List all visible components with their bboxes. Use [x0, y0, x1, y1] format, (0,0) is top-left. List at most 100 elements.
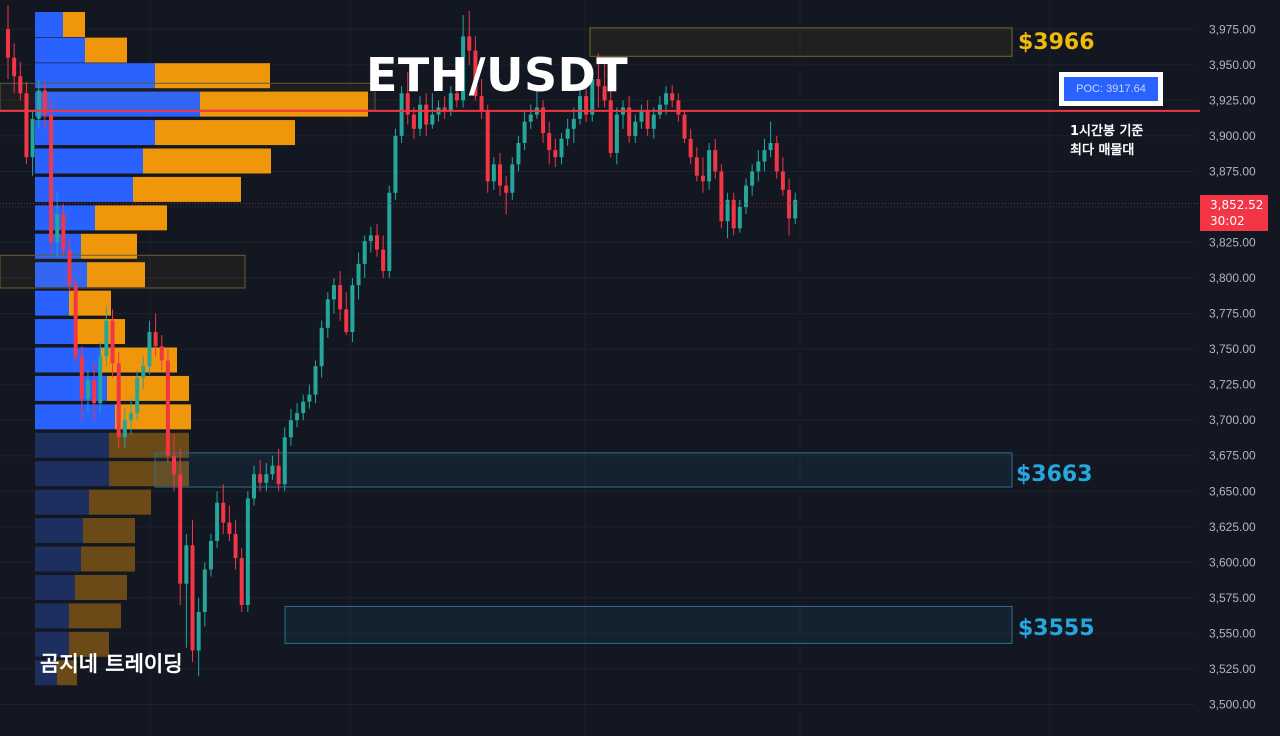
vp-buy-bar	[35, 518, 83, 544]
candle-body	[36, 90, 41, 119]
candle-body	[239, 558, 244, 605]
candle-body	[331, 285, 336, 300]
axis-tick-label: 3,825.00	[1209, 236, 1256, 250]
candle-body	[442, 107, 447, 111]
candle-body	[473, 50, 478, 97]
candle-body	[190, 545, 195, 651]
axis-tick-label: 3,500.00	[1209, 698, 1256, 712]
candle-body	[565, 128, 570, 139]
candle-body	[571, 118, 576, 129]
candle-body	[577, 96, 582, 119]
candle-body	[227, 522, 232, 534]
vp-sell-bar	[155, 63, 270, 89]
candle-body	[18, 76, 23, 94]
candle-body	[664, 93, 669, 105]
candle-body	[344, 309, 349, 333]
vp-buy-bar	[35, 489, 89, 515]
candle-body	[719, 171, 724, 222]
candle-body	[454, 93, 459, 101]
candle-body	[707, 150, 712, 182]
vp-buy-bar	[35, 546, 81, 572]
candle-body	[288, 420, 293, 438]
candle-body	[282, 437, 287, 485]
candle-body	[725, 199, 730, 222]
zone-box-left	[0, 254, 246, 289]
candle-body	[676, 100, 681, 115]
axis-tick-label: 3,725.00	[1209, 378, 1256, 392]
candle-body	[528, 114, 533, 122]
candle-body	[688, 138, 693, 158]
candle-body	[448, 93, 453, 111]
axis-tick-label: 3,625.00	[1209, 520, 1256, 534]
axis-tick-label: 3,900.00	[1209, 129, 1256, 143]
candle-body	[85, 380, 90, 399]
vp-sell-bar	[75, 574, 127, 600]
axis-tick-label: 3,975.00	[1209, 22, 1256, 36]
candle-body	[122, 420, 127, 438]
candle-body	[368, 235, 373, 242]
candle-body	[245, 498, 250, 605]
candle-body	[221, 502, 226, 523]
vp-buy-bar	[35, 262, 87, 288]
candle-body	[498, 164, 502, 186]
candle-body	[737, 206, 742, 229]
candle-body	[110, 320, 115, 364]
candle-body	[393, 135, 398, 193]
candle-body	[30, 118, 35, 158]
candle-body	[774, 143, 779, 172]
candle-body	[319, 327, 324, 367]
poc-note: 1시간봉 기준 최다 매물대	[1070, 122, 1143, 160]
candle-body	[61, 214, 66, 250]
candle-body	[215, 502, 220, 542]
vp-sell-bar	[57, 660, 77, 686]
candle-body	[264, 474, 269, 483]
candle-body	[768, 143, 773, 151]
candle-body	[92, 380, 97, 404]
candle-body	[424, 104, 429, 125]
candle-body	[516, 143, 521, 165]
candle-body	[196, 612, 201, 651]
axis-tick-label: 3,650.00	[1209, 484, 1256, 498]
vp-buy-bar	[35, 12, 63, 38]
candle-body	[147, 332, 152, 367]
axis-tick-label: 3,700.00	[1209, 413, 1256, 427]
candle-body	[375, 235, 379, 250]
price-axis[interactable]: 3,975.00 3,950.00 3,925.00 3,900.00 3,875.00…	[1209, 22, 1256, 711]
candle-body	[553, 150, 558, 158]
candle-body	[596, 79, 601, 87]
vp-sell-bar	[69, 603, 121, 629]
candle-body	[762, 150, 767, 162]
vp-buy-bar	[35, 63, 155, 89]
candle-body	[479, 96, 484, 111]
candle-body	[694, 157, 699, 176]
candle-body	[24, 93, 29, 158]
vp-buy-bar	[35, 37, 85, 63]
candle-body	[639, 110, 644, 122]
vp-sell-bar	[143, 148, 271, 174]
candle-body	[301, 401, 306, 414]
vp-buy-bar	[35, 91, 200, 117]
candle-body	[411, 114, 416, 129]
price-grid	[0, 28, 1195, 705]
candle-body	[116, 363, 121, 438]
axis-tick-label: 3,800.00	[1209, 271, 1256, 285]
candle-body	[233, 533, 238, 559]
candle-body	[338, 285, 343, 310]
axis-tick-label: 3,775.00	[1209, 307, 1256, 321]
vp-buy-bar	[35, 631, 69, 657]
axis-tick-label: 3,550.00	[1209, 626, 1256, 640]
zone-label-3555: $3555	[1018, 616, 1095, 641]
zone-label-3966: $3966	[1018, 30, 1095, 55]
candle-body	[399, 93, 404, 136]
candle-body	[325, 299, 330, 328]
vp-buy-bar	[35, 660, 57, 686]
vp-buy-bar	[35, 319, 75, 345]
vp-sell-bar	[83, 518, 135, 544]
vp-sell-bar	[115, 404, 191, 430]
zone-box	[284, 605, 1013, 644]
vp-buy-bar	[35, 603, 69, 629]
axis-tick-label: 3,575.00	[1209, 591, 1256, 605]
brand-watermark: 곰지네 트레이딩	[40, 652, 183, 676]
poc-note-line1: 1시간봉 기준	[1070, 124, 1144, 139]
